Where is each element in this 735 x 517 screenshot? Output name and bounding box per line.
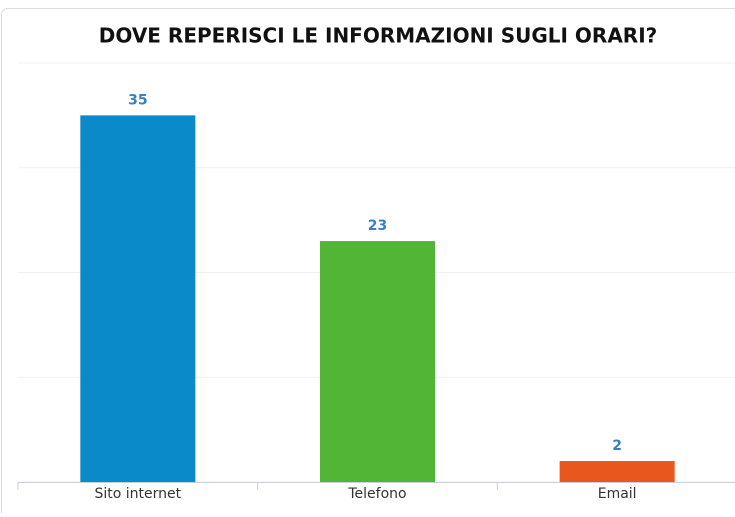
x-tick-label: Email <box>598 486 637 502</box>
value-label: 2 <box>612 438 622 454</box>
chart-title: DOVE REPERISCI LE INFORMAZIONI SUGLI ORA… <box>99 24 658 48</box>
value-label: 35 <box>128 92 147 108</box>
value-label: 23 <box>368 218 387 234</box>
bar <box>320 241 435 482</box>
x-tick-label: Telefono <box>347 486 406 502</box>
x-tick-label: Sito internet <box>95 486 182 502</box>
bar <box>560 461 675 482</box>
bar <box>80 115 195 482</box>
